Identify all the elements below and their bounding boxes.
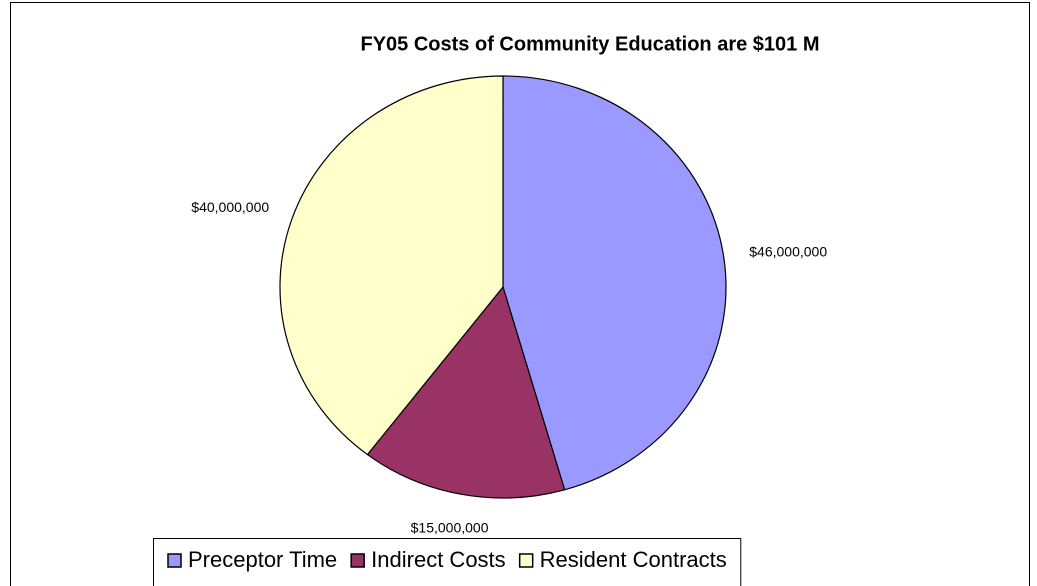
legend-swatch bbox=[350, 553, 365, 568]
data-label: $46,000,000 bbox=[749, 243, 827, 259]
legend-box bbox=[153, 538, 742, 586]
pie-slice bbox=[502, 75, 727, 491]
legend-label: Resident Contracts bbox=[540, 547, 727, 572]
legend-swatch bbox=[167, 553, 182, 568]
legend-label: Indirect Costs bbox=[371, 547, 506, 572]
data-label: $15,000,000 bbox=[411, 519, 489, 535]
pie-slice bbox=[366, 285, 566, 499]
chart-title: FY05 Costs of Community Education are $1… bbox=[361, 33, 820, 55]
data-label: $40,000,000 bbox=[191, 199, 269, 215]
legend-swatch bbox=[518, 553, 534, 568]
legend-label: Preceptor Time bbox=[188, 547, 337, 572]
pie-slice bbox=[279, 75, 504, 456]
